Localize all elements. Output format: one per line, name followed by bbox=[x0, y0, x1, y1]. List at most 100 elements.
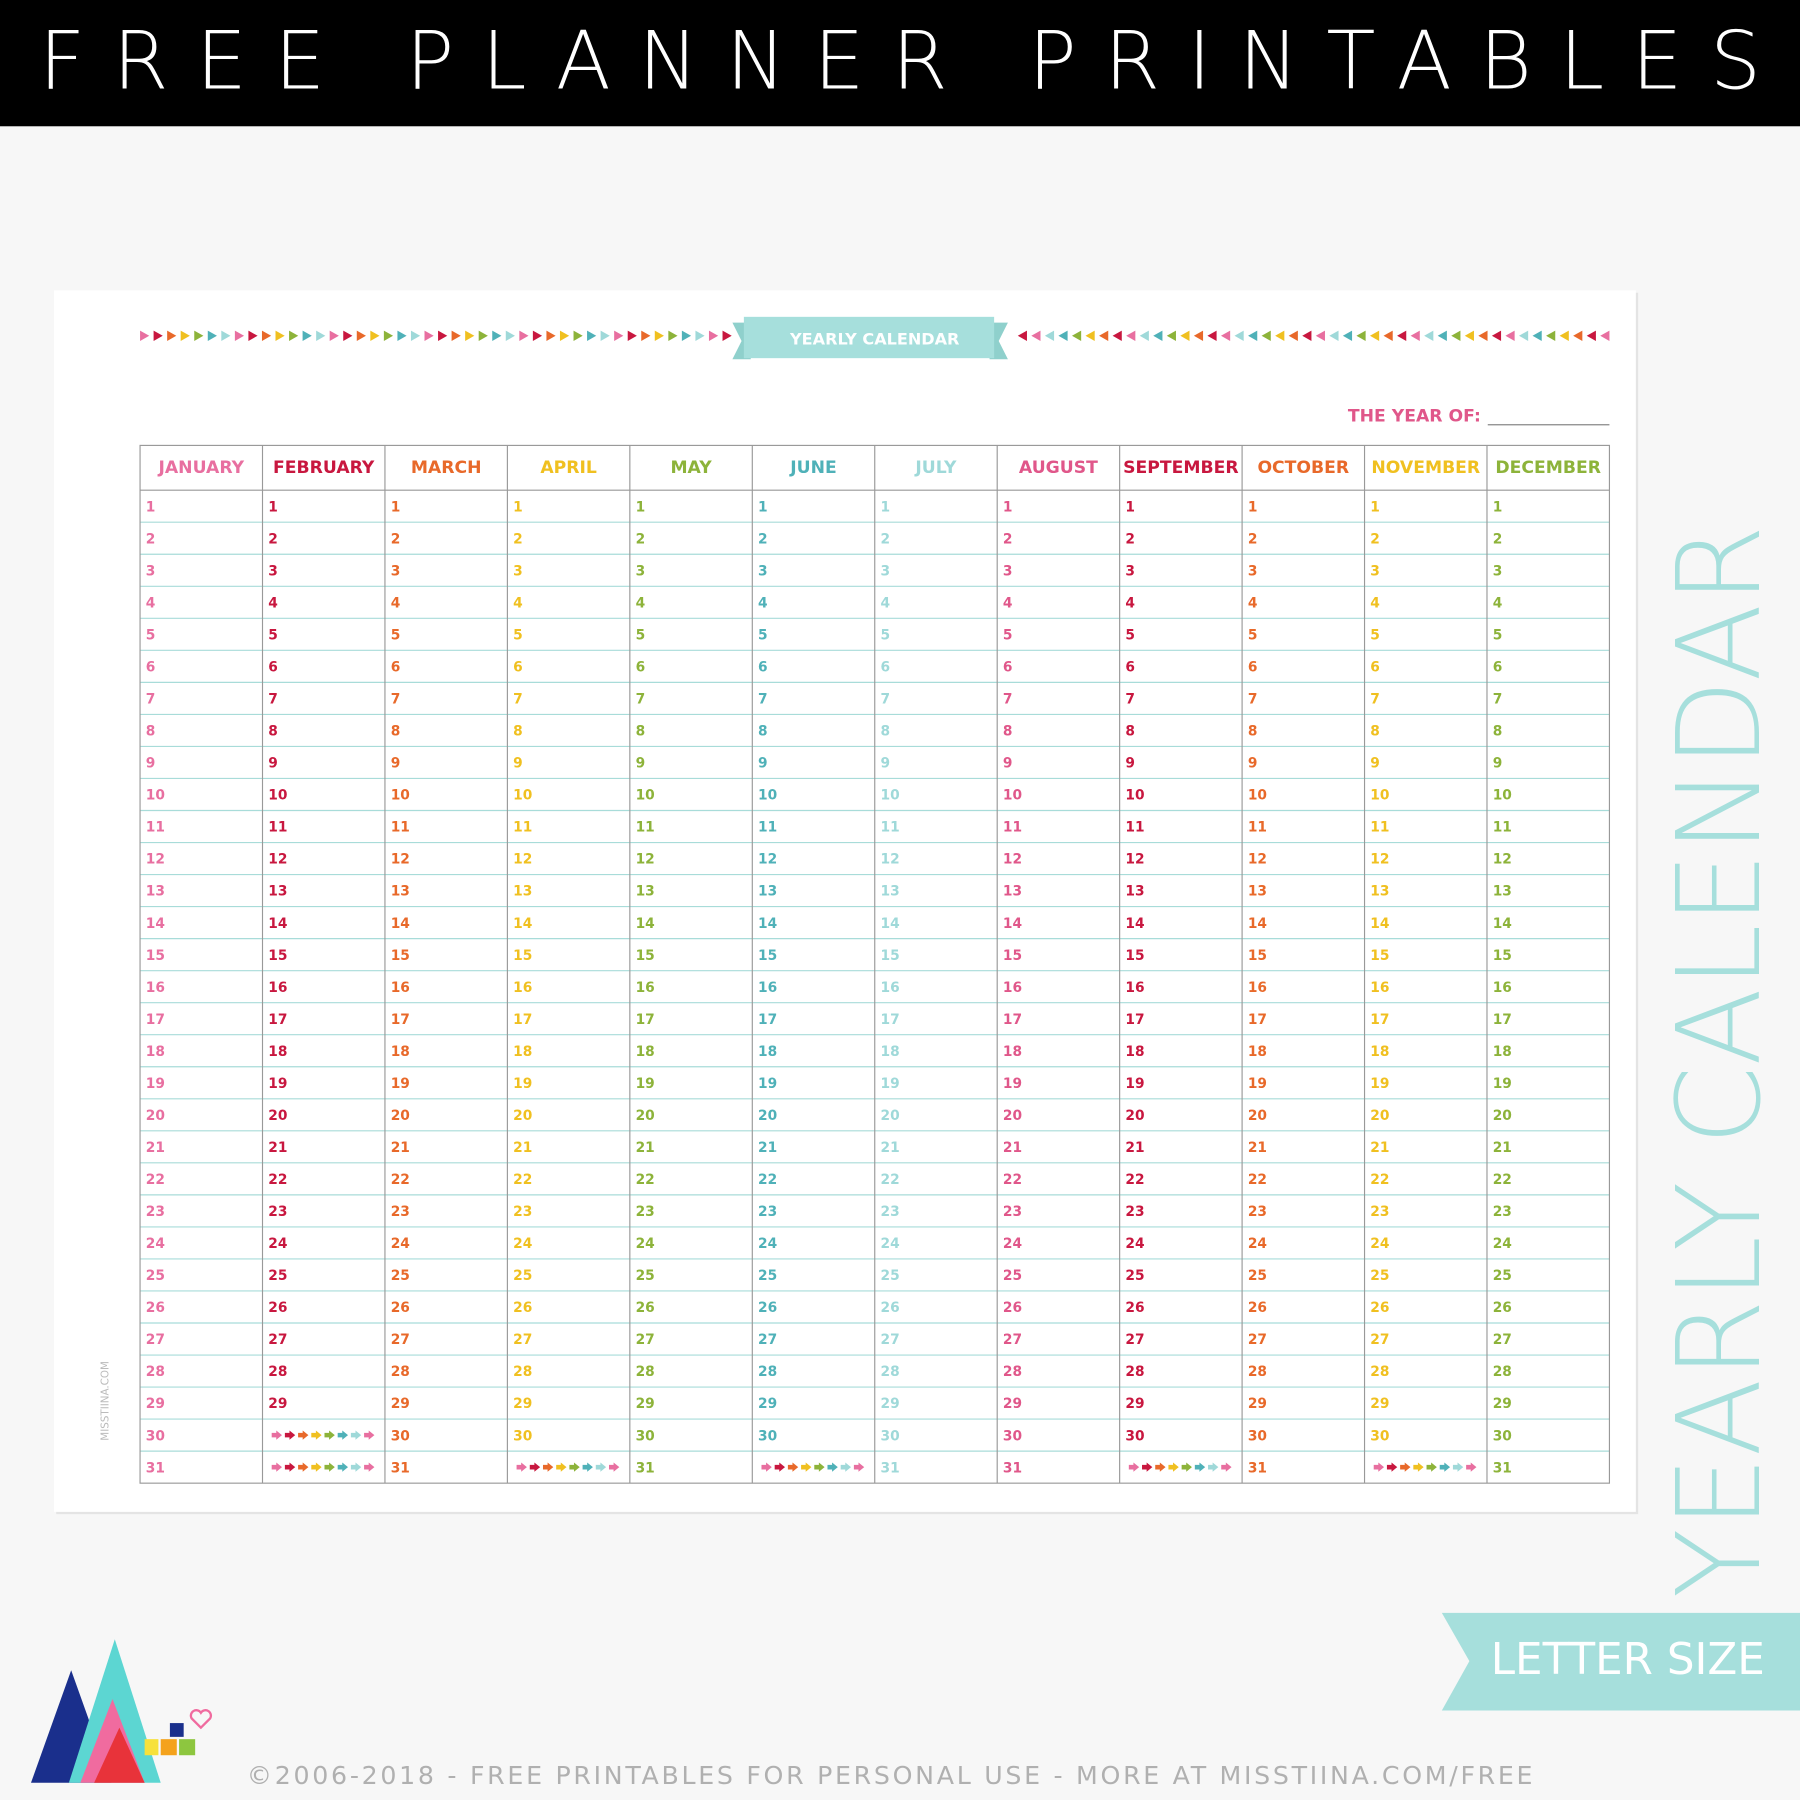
day-number: 25 bbox=[513, 1268, 532, 1284]
day-number: 17 bbox=[880, 1012, 899, 1028]
day-number: 20 bbox=[880, 1108, 899, 1124]
day-number: 26 bbox=[758, 1300, 777, 1316]
watermark: MISSTIINA.COM bbox=[100, 1361, 112, 1441]
day-number: 15 bbox=[1003, 948, 1022, 964]
day-number: 21 bbox=[758, 1140, 777, 1156]
triangle bbox=[1058, 330, 1068, 341]
day-number: 3 bbox=[1248, 563, 1258, 579]
triangle bbox=[1397, 330, 1407, 341]
day-number: 29 bbox=[1125, 1396, 1144, 1412]
day-number: 28 bbox=[758, 1364, 777, 1380]
day-number: 5 bbox=[391, 627, 401, 643]
triangle bbox=[1437, 330, 1447, 341]
day-number: 1 bbox=[1493, 499, 1503, 515]
day-number: 25 bbox=[391, 1268, 410, 1284]
triangle bbox=[1505, 330, 1515, 341]
day-number: 19 bbox=[1125, 1076, 1144, 1092]
day-number: 17 bbox=[268, 1012, 287, 1028]
arrow bbox=[337, 1462, 349, 1472]
day-number: 22 bbox=[513, 1172, 532, 1188]
day-number: 7 bbox=[391, 692, 401, 708]
day-number: 24 bbox=[146, 1236, 165, 1252]
day-number: 14 bbox=[391, 916, 410, 932]
day-number: 7 bbox=[1003, 692, 1013, 708]
day-number: 19 bbox=[636, 1076, 655, 1092]
day-number: 18 bbox=[1248, 1044, 1267, 1060]
day-number: 29 bbox=[880, 1396, 899, 1412]
day-number: 30 bbox=[513, 1428, 532, 1444]
day-number: 25 bbox=[1125, 1268, 1144, 1284]
day-number: 2 bbox=[146, 531, 156, 547]
arrow bbox=[787, 1462, 799, 1472]
day-number: 2 bbox=[880, 531, 890, 547]
day-number: 6 bbox=[758, 660, 768, 676]
day-number: 24 bbox=[1003, 1236, 1022, 1252]
day-number: 14 bbox=[636, 916, 655, 932]
day-number: 21 bbox=[146, 1140, 165, 1156]
side-title: YEARLY CALENDAR bbox=[1653, 525, 1787, 1598]
day-number: 24 bbox=[513, 1236, 532, 1252]
day-number: 16 bbox=[758, 980, 777, 996]
arrow bbox=[1452, 1462, 1464, 1472]
triangle bbox=[1451, 330, 1461, 341]
day-number: 2 bbox=[636, 531, 646, 547]
day-number: 9 bbox=[268, 756, 278, 772]
day-number: 10 bbox=[268, 788, 287, 804]
arrow bbox=[853, 1462, 865, 1472]
day-number: 16 bbox=[391, 980, 410, 996]
day-number: 1 bbox=[1370, 499, 1380, 515]
triangle bbox=[1071, 330, 1082, 341]
day-number: 8 bbox=[146, 724, 156, 740]
day-number: 15 bbox=[268, 948, 287, 964]
day-number: 15 bbox=[636, 948, 655, 964]
triangle bbox=[546, 330, 556, 341]
day-number: 16 bbox=[146, 980, 165, 996]
day-number: 23 bbox=[1370, 1204, 1389, 1220]
day-number: 5 bbox=[880, 627, 890, 643]
day-number: 28 bbox=[880, 1364, 899, 1380]
day-number: 14 bbox=[1493, 916, 1512, 932]
day-number: 23 bbox=[636, 1204, 655, 1220]
day-number: 8 bbox=[513, 724, 523, 740]
day-number: 18 bbox=[1125, 1044, 1144, 1060]
day-number: 20 bbox=[1493, 1108, 1512, 1124]
day-number: 22 bbox=[1003, 1172, 1022, 1188]
day-number: 2 bbox=[1003, 531, 1013, 547]
day-number: 21 bbox=[268, 1140, 287, 1156]
arrow bbox=[271, 1430, 283, 1440]
day-number: 7 bbox=[513, 692, 523, 708]
day-number: 22 bbox=[391, 1172, 410, 1188]
day-number: 9 bbox=[391, 756, 401, 772]
day-number: 9 bbox=[146, 756, 156, 772]
day-number: 12 bbox=[391, 852, 410, 868]
day-number: 8 bbox=[636, 724, 646, 740]
day-number: 7 bbox=[636, 692, 646, 708]
triangle bbox=[1491, 330, 1502, 341]
day-number: 4 bbox=[1370, 595, 1380, 611]
header-bar bbox=[0, 0, 1800, 127]
calendar-card bbox=[53, 290, 1636, 1512]
day-number: 30 bbox=[1370, 1428, 1389, 1444]
arrow bbox=[1128, 1462, 1140, 1472]
day-number: 29 bbox=[1370, 1396, 1389, 1412]
day-number: 1 bbox=[1248, 499, 1258, 515]
day-number: 13 bbox=[1370, 884, 1389, 900]
day-number: 7 bbox=[1493, 692, 1503, 708]
triangle bbox=[289, 330, 299, 341]
day-number: 18 bbox=[636, 1044, 655, 1060]
day-number: 10 bbox=[1003, 788, 1022, 804]
day-number: 2 bbox=[1370, 531, 1380, 547]
day-number: 7 bbox=[1125, 692, 1135, 708]
triangle bbox=[1518, 330, 1529, 341]
day-number: 25 bbox=[758, 1268, 777, 1284]
day-number: 8 bbox=[1493, 724, 1503, 740]
day-number: 10 bbox=[146, 788, 165, 804]
day-number: 18 bbox=[513, 1044, 532, 1060]
day-number: 18 bbox=[1370, 1044, 1389, 1060]
day-number: 28 bbox=[268, 1364, 287, 1380]
triangle bbox=[532, 330, 543, 341]
arrow bbox=[1168, 1462, 1179, 1472]
day-number: 18 bbox=[880, 1044, 899, 1060]
triangle bbox=[329, 330, 339, 341]
day-number: 29 bbox=[1493, 1396, 1512, 1412]
